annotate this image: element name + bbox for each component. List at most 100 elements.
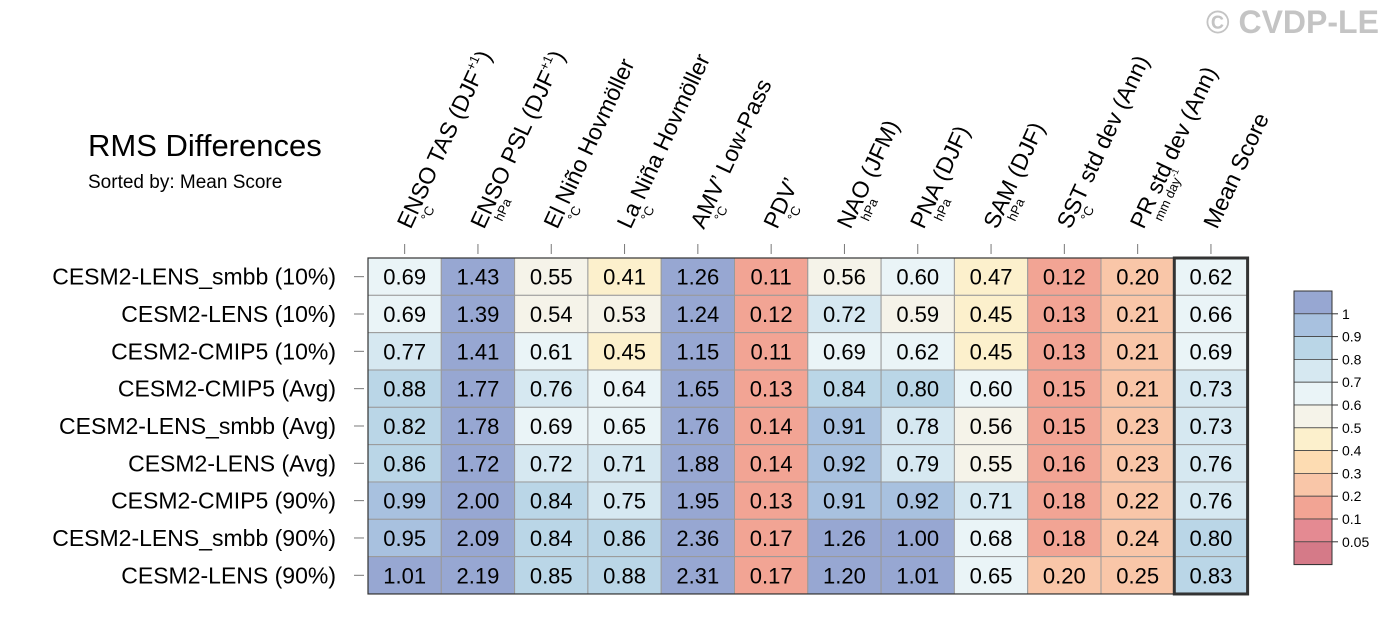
heatmap-cell — [587, 406, 662, 446]
heatmap-cell — [660, 481, 736, 520]
cell-value: 0.71 — [970, 489, 1013, 514]
cell-value: 1.24 — [676, 302, 719, 327]
cell-value: 0.99 — [383, 489, 426, 514]
cell-value: 0.65 — [603, 414, 646, 439]
column-unit: °C — [418, 204, 438, 224]
colorbar-segment — [1293, 495, 1333, 520]
cell-value: 1.78 — [457, 414, 500, 439]
cell-value: 2.00 — [457, 489, 500, 514]
heatmap-cell — [587, 481, 662, 520]
cell-value: 0.83 — [1190, 563, 1233, 588]
cell-value: 0.53 — [603, 302, 646, 327]
heatmap-cell — [807, 369, 882, 408]
cell-value: 0.78 — [896, 414, 939, 439]
cell-value: 0.76 — [530, 377, 573, 402]
cell-value: 0.56 — [823, 265, 866, 290]
cell-value: 0.45 — [603, 339, 646, 364]
heatmap-cell — [1100, 406, 1175, 446]
cell-value: 0.80 — [1190, 526, 1233, 551]
heatmap-cell — [880, 556, 955, 595]
cell-value: 1.15 — [676, 339, 719, 364]
cell-value: 0.69 — [1190, 339, 1233, 364]
cell-value: 0.69 — [823, 339, 866, 364]
cell-value: 0.92 — [896, 489, 939, 514]
cell-value: 0.86 — [603, 526, 646, 551]
heatmap-cell — [660, 369, 736, 408]
heatmap-cell — [367, 556, 442, 595]
cell-value: 0.91 — [823, 489, 866, 514]
heatmap-cell — [587, 556, 662, 595]
colorbar-label: 0.2 — [1342, 488, 1362, 504]
cell-value: 0.11 — [751, 339, 792, 364]
cell-value: 0.15 — [1043, 414, 1086, 439]
cell-value: 0.55 — [530, 265, 573, 290]
heatmap-cell — [1027, 444, 1102, 483]
heatmap-cell — [1100, 369, 1175, 408]
cell-value: 0.66 — [1190, 302, 1233, 327]
cell-value: 0.64 — [603, 377, 646, 402]
heatmap-cell — [1173, 257, 1249, 296]
colorbar-label: 0.8 — [1342, 351, 1362, 367]
cell-value: 0.61 — [530, 339, 573, 364]
cell-value: 1.88 — [676, 451, 719, 476]
row-label: CESM2-LENS_smbb (10%) — [52, 264, 336, 290]
colorbar-segment — [1293, 290, 1333, 315]
cell-value: 0.21 — [1116, 377, 1159, 402]
heatmap-cell — [587, 518, 662, 558]
cell-value: 0.72 — [823, 302, 866, 327]
cell-value: 0.82 — [383, 414, 426, 439]
heatmap-cell — [660, 444, 736, 483]
cell-value: 1.20 — [823, 563, 866, 588]
heatmap-cell — [1173, 481, 1249, 520]
cell-value: 0.73 — [1190, 377, 1233, 402]
row-label: CESM2-LENS (90%) — [121, 562, 336, 588]
cell-value: 0.62 — [1190, 265, 1233, 290]
heatmap-cell — [440, 369, 516, 408]
colorbar-segment — [1293, 450, 1333, 474]
cell-value: 0.47 — [970, 265, 1013, 290]
heatmap-cell — [734, 556, 809, 595]
colorbar-label: 0.3 — [1342, 465, 1362, 481]
cell-value: 0.21 — [1116, 339, 1159, 364]
cell-value: 0.20 — [1043, 563, 1086, 588]
heatmap-cell — [1027, 332, 1102, 371]
cell-value: 0.62 — [896, 339, 939, 364]
cell-value: 0.13 — [1043, 339, 1086, 364]
heatmap-cell — [514, 369, 589, 408]
cell-value: 0.20 — [1116, 265, 1159, 290]
column-unit: °C — [638, 204, 658, 224]
heatmap-cell — [734, 444, 809, 483]
colorbar-segment — [1293, 381, 1333, 406]
heatmap-cell — [660, 518, 736, 558]
cell-value: 0.80 — [896, 377, 939, 402]
cell-value: 0.12 — [750, 302, 793, 327]
cell-value: 1.01 — [383, 563, 426, 588]
colorbar-segment — [1293, 358, 1333, 383]
colorbar-label: 1 — [1342, 306, 1350, 322]
cell-value: 0.76 — [1190, 489, 1233, 514]
cell-value: 0.86 — [383, 451, 426, 476]
heatmap-cell — [880, 518, 955, 558]
cell-value: 0.23 — [1116, 451, 1159, 476]
cell-value: 1.43 — [457, 265, 500, 290]
colorbar-label: 0.4 — [1342, 443, 1362, 459]
cell-value: 0.69 — [383, 265, 426, 290]
colorbar-segment — [1293, 404, 1333, 429]
cell-value: 0.18 — [1043, 526, 1086, 551]
cell-value: 0.55 — [970, 451, 1013, 476]
cell-value: 0.15 — [1043, 377, 1086, 402]
heatmap-cell — [734, 518, 809, 558]
cell-value: 0.88 — [383, 377, 426, 402]
heatmap-cell — [1100, 257, 1175, 296]
cell-value: 2.31 — [676, 563, 719, 588]
cell-value: 0.13 — [750, 489, 793, 514]
heatmap-cell — [367, 406, 442, 446]
row-label: CESM2-LENS (10%) — [121, 301, 336, 327]
cell-value: 0.84 — [530, 489, 573, 514]
cell-value: 1.26 — [823, 526, 866, 551]
cell-value: 0.77 — [383, 339, 426, 364]
cell-value: 1.26 — [676, 265, 719, 290]
cell-value: 0.25 — [1116, 563, 1159, 588]
cell-value: 0.95 — [383, 526, 426, 551]
colorbar-label: 0.9 — [1342, 329, 1362, 345]
